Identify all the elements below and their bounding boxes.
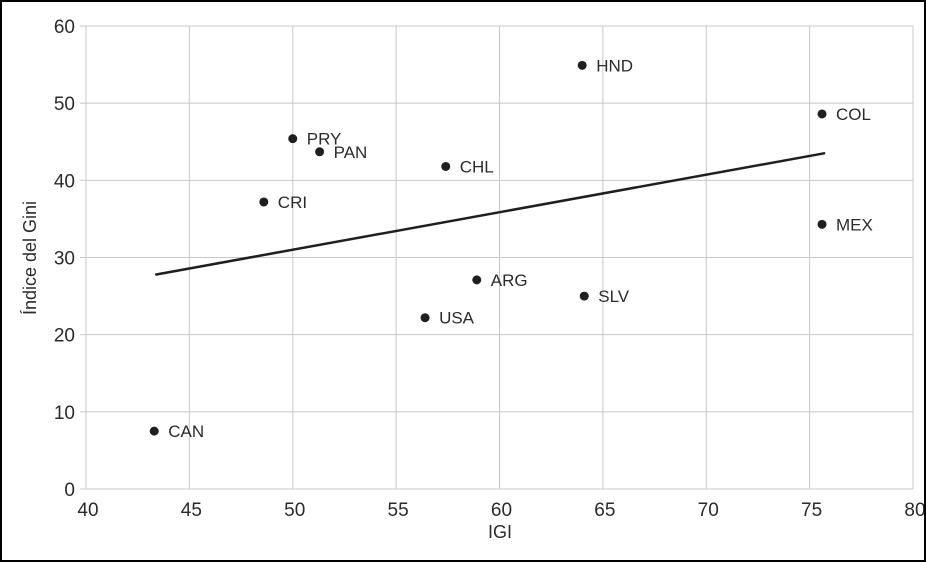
data-point-label-hnd: HND [596,56,633,75]
data-point-chl [441,161,451,171]
data-point-label-pry: PRY [307,130,342,149]
x-tick-label: 70 [698,500,719,521]
y-tick-label: 0 [64,480,75,501]
data-point-label-mex: MEX [836,215,873,234]
x-tick-label: 50 [284,500,305,521]
data-point-can [149,426,159,436]
y-tick-label: 30 [54,249,75,270]
x-tick-label: 45 [181,500,202,521]
y-tick-label: 60 [54,17,75,38]
data-point-label-slv: SLV [598,287,630,306]
x-axis-title: IGI [488,522,512,542]
data-point-mex [817,219,827,229]
data-point-slv [579,291,589,301]
y-tick-label: 40 [54,171,75,192]
data-point-pan [315,147,325,157]
data-point-usa [420,313,430,323]
x-tick-label: 65 [594,500,615,521]
data-point-label-can: CAN [168,422,204,441]
x-tick-label: 75 [801,500,822,521]
data-point-hnd [577,60,587,70]
x-tick-label: 80 [904,500,925,521]
x-tick-label: 40 [77,500,98,521]
data-point-cri [259,197,269,207]
data-point-label-chl: CHL [460,157,494,176]
data-point-arg [472,275,482,285]
y-tick-label: 50 [54,94,75,115]
y-axis-title: Índice del Gini [20,201,40,315]
y-tick-label: 10 [54,403,75,424]
data-point-label-usa: USA [439,309,475,328]
data-point-pry [288,134,298,144]
y-tick-label: 20 [54,326,75,347]
data-point-label-cri: CRI [278,193,307,212]
data-point-col [817,109,827,119]
data-point-label-pan: PAN [334,143,368,162]
x-tick-label: 60 [491,500,512,521]
data-point-label-col: COL [836,105,871,124]
trend-line [155,152,826,276]
x-tick-label: 55 [388,500,409,521]
data-point-label-arg: ARG [491,271,528,290]
